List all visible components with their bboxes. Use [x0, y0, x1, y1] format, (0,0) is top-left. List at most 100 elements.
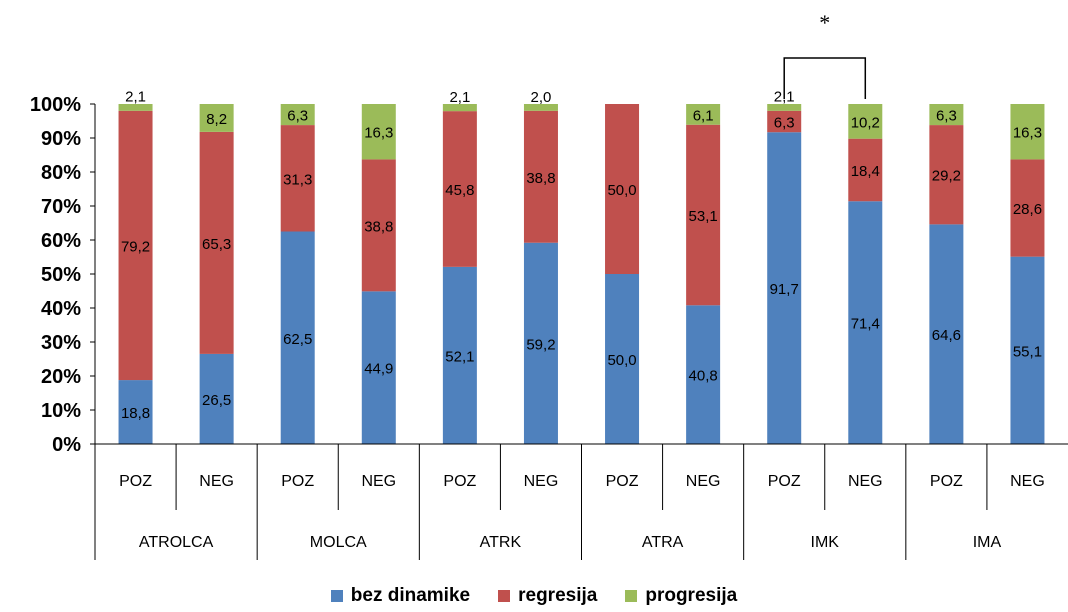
x-category-label: NEG [686, 473, 721, 490]
bar-segment-regresija [686, 124, 721, 306]
x-group-label: IMA [973, 534, 1002, 551]
bar-segment-bez-dinamike [199, 353, 234, 444]
bar-segment-bez-dinamike [605, 274, 640, 444]
bar-segment-bez-dinamike [442, 266, 477, 444]
legend-item: progresija [625, 585, 737, 607]
legend-swatch [625, 590, 638, 602]
y-tick-label: 40% [41, 298, 81, 320]
data-label: 6,3 [287, 108, 308, 125]
y-tick-label: 100% [30, 94, 81, 116]
legend-item: regresija [498, 585, 597, 607]
significance-marker: * [819, 10, 830, 35]
legend-label: regresija [518, 585, 598, 606]
y-tick-label: 30% [41, 332, 81, 354]
bar-segment-progresija [442, 104, 477, 112]
data-label: 18,4 [851, 163, 880, 180]
significance-bracket [783, 57, 867, 99]
x-group-label: IMK [811, 534, 840, 551]
data-label: 29,2 [932, 168, 961, 185]
bar-segment-bez-dinamike [929, 224, 964, 444]
y-tick-label: 10% [41, 400, 81, 422]
data-label: 91,7 [770, 281, 799, 298]
x-category-label: POZ [119, 473, 152, 490]
y-tick-label: 0% [52, 434, 81, 456]
data-label: 6,3 [774, 115, 795, 132]
bar-segment-bez-dinamike [767, 132, 802, 444]
bar-segment-progresija [1010, 104, 1045, 160]
data-label: 59,2 [526, 336, 555, 353]
bar-segment-progresija [686, 104, 721, 125]
bar-segment-progresija [767, 104, 802, 111]
data-label: 2,1 [449, 89, 470, 106]
bar-segment-bez-dinamike [686, 305, 721, 444]
bar-segment-progresija [848, 104, 883, 139]
data-label: 28,6 [1013, 201, 1042, 218]
data-label: 65,3 [202, 236, 231, 253]
x-group-label: ATRK [480, 534, 522, 551]
data-label: 16,3 [1013, 125, 1042, 142]
bar-segment-bez-dinamike [1010, 256, 1045, 444]
x-category-label: NEG [361, 473, 396, 490]
data-label: 71,4 [851, 316, 880, 333]
bar-segment-progresija [118, 104, 153, 111]
bar-segment-regresija [767, 110, 802, 133]
legend-item: bez dinamike [330, 585, 471, 607]
legend-swatch [498, 590, 511, 602]
bar-segment-regresija [118, 110, 153, 381]
x-category-label: NEG [524, 473, 559, 490]
data-label: 38,8 [364, 218, 393, 235]
data-label: 40,8 [689, 368, 718, 385]
legend-label: progresija [645, 585, 738, 606]
bar-segment-progresija [199, 104, 234, 132]
data-label: 2,0 [531, 89, 552, 106]
data-label: 38,8 [526, 170, 555, 187]
data-label: 18,8 [121, 405, 150, 422]
bar-segment-bez-dinamike [280, 231, 315, 444]
data-label: 53,1 [689, 208, 718, 225]
bar-segment-regresija [199, 131, 234, 354]
data-label: 16,3 [364, 125, 393, 142]
bar-segment-regresija [1010, 159, 1045, 257]
data-label: 52,1 [445, 348, 474, 365]
y-tick-label: 90% [41, 128, 81, 150]
bar-segment-regresija [361, 159, 396, 292]
y-tick-label: 50% [41, 264, 81, 286]
data-label: 2,1 [125, 89, 146, 106]
data-label: 6,3 [936, 108, 957, 125]
bar-segment-progresija [280, 104, 315, 126]
data-label: 31,3 [283, 171, 312, 188]
data-label: 79,2 [121, 238, 150, 255]
data-label: 50,0 [607, 182, 636, 199]
legend-swatch [330, 590, 343, 602]
bar-segment-bez-dinamike [118, 380, 153, 444]
bar-segment-regresija [605, 104, 640, 274]
bar-segment-regresija [848, 138, 883, 202]
bar-segment-progresija [929, 104, 964, 126]
y-tick-label: 80% [41, 162, 81, 184]
data-label: 62,5 [283, 331, 312, 348]
x-category-label: NEG [199, 473, 234, 490]
y-tick-label: 20% [41, 366, 81, 388]
bar-segment-regresija [442, 111, 477, 267]
x-group-label: MOLCA [310, 534, 367, 551]
data-label: 6,1 [693, 107, 714, 124]
x-category-label: NEG [848, 473, 883, 490]
stacked-bar-chart: 18,8 79,2 2,1 26,5 65,3 8,2 62,5 31,3 6,3 44,9 38,… [30, 10, 1068, 560]
data-label: 8,2 [206, 111, 227, 128]
bar-segment-regresija [523, 110, 558, 243]
bar-segment-progresija [361, 104, 396, 160]
legend-label: bez dinamike [350, 585, 471, 606]
data-label: 10,2 [851, 114, 880, 131]
data-label: 55,1 [1013, 343, 1042, 360]
bar-segment-regresija [929, 125, 964, 225]
x-category-label: POZ [768, 473, 801, 490]
legend: bez dinamike regresija progresija [0, 585, 1068, 607]
data-label: 64,6 [932, 327, 961, 344]
bar-segment-bez-dinamike [361, 291, 396, 444]
x-category-label: POZ [930, 473, 963, 490]
x-category-label: POZ [443, 473, 476, 490]
bar-segment-progresija [523, 104, 558, 111]
x-group-label: ATRA [642, 534, 684, 551]
y-tick-label: 70% [41, 196, 81, 218]
data-label: 44,9 [364, 361, 393, 378]
